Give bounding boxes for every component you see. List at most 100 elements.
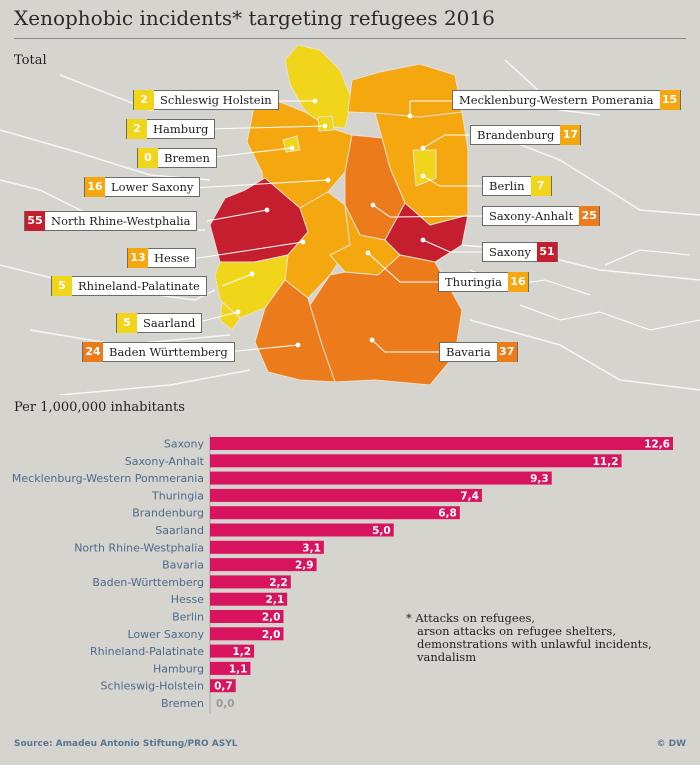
- region-mecklenburg: [347, 63, 463, 118]
- map-value: 7: [530, 175, 551, 196]
- map-state-name: Bavaria: [446, 345, 491, 359]
- map-value: 13: [128, 247, 148, 268]
- bar-category-label: Hamburg: [153, 662, 204, 675]
- region-baden-wuerttemberg: [254, 279, 336, 383]
- map-label-saarland: 5 Saarland: [116, 312, 203, 333]
- leader-dots: [235, 98, 426, 348]
- map-state-name: Bremen: [164, 151, 210, 165]
- region-hesse: [284, 191, 351, 299]
- bar-category-label: Lower Saxony: [127, 628, 204, 641]
- map-state-name: Saxony-Anhalt: [489, 209, 574, 223]
- map-label-hamburg: 2 Hamburg: [126, 118, 216, 139]
- map-state-name: Brandenburg: [477, 128, 555, 142]
- bar-category-label: North Rhine-Westphalia: [74, 541, 204, 554]
- map-value: 25: [579, 205, 600, 226]
- bar-value-label: 7,4: [460, 490, 479, 502]
- bar: [210, 679, 236, 693]
- map-value: 2: [127, 118, 147, 139]
- map-value: 17: [560, 124, 581, 145]
- bar: [210, 610, 284, 623]
- bar-category-label: Saarland: [155, 524, 204, 537]
- map-value: 37: [496, 341, 517, 362]
- bar-category-label: Bavaria: [162, 559, 204, 572]
- map-value: 16: [85, 176, 105, 197]
- map-label-saxony: Saxony 51: [482, 241, 559, 262]
- bar: [210, 575, 291, 589]
- bar-value-label: 1,1: [229, 663, 248, 675]
- map-state-name: Schleswig Holstein: [160, 93, 272, 107]
- map-label-hesse: 13 Hesse: [127, 247, 197, 268]
- map-state-name: Saxony: [489, 245, 532, 259]
- bar-category-label: Rhineland-Palatinate: [90, 645, 204, 658]
- map-value: 51: [537, 241, 558, 262]
- leader-lines: [191, 100, 483, 353]
- map-value: 5: [52, 275, 72, 296]
- bar-value-label: 5,0: [372, 525, 391, 537]
- bar-chart: Saxony 12,6 Saxony-Anhalt 11,2 Mecklenburg-W…: [12, 434, 673, 714]
- bar-value-label: 1,2: [232, 646, 251, 658]
- bar: [210, 454, 622, 468]
- bar-category-label: Baden-Württemberg: [92, 576, 204, 589]
- bar-value-label: 6,8: [438, 508, 457, 520]
- map-label-schleswig-holstein: 2 Schleswig Holstein: [133, 89, 279, 110]
- bar-category-label: Berlin: [172, 611, 204, 624]
- bar-value-label: 9,3: [530, 473, 549, 485]
- map-label-brandenburg: Brandenburg 17: [470, 124, 582, 145]
- title-divider: [14, 38, 686, 39]
- map-value: 0: [138, 147, 158, 168]
- bar-category-label: Brandenburg: [132, 507, 204, 520]
- map-label-bremen: 0 Bremen: [137, 147, 217, 168]
- bar: [210, 506, 460, 520]
- map-label-bavaria: Bavaria 37: [439, 341, 518, 362]
- bar-value-label: 2,1: [266, 594, 285, 606]
- map-label-north-rhine-westphalia: 55 North Rhine-Westphalia: [24, 210, 198, 231]
- map-state-name: Hesse: [154, 251, 190, 265]
- region-berlin: [412, 149, 437, 187]
- bar: [210, 523, 394, 537]
- bar-category-label: Thuringia: [151, 489, 204, 502]
- source-note: Source: Amadeu Antonio Stiftung/PRO ASYL: [14, 739, 238, 749]
- map-value: 24: [83, 341, 103, 362]
- map-value: 2: [134, 89, 154, 110]
- page-title: Xenophobic incidents* targeting refugees…: [14, 6, 495, 30]
- bar-value-label: 0,0: [216, 698, 235, 710]
- map-state-name: Mecklenburg-Western Pomerania: [459, 93, 654, 107]
- map-subtitle: Total: [14, 53, 47, 68]
- map-label-rhineland-palatinate: 5 Rhineland-Palatinate: [51, 275, 207, 296]
- bar: [210, 627, 284, 641]
- bar-value-label: 3,1: [302, 542, 321, 554]
- bar: [210, 661, 251, 675]
- map-state-name: Thuringia: [445, 275, 502, 289]
- bar-value-label: 0,7: [214, 681, 233, 693]
- map-value: 16: [507, 271, 528, 292]
- bar-category-label: Bremen: [161, 697, 204, 710]
- map-state-name: Baden Württemberg: [109, 345, 228, 359]
- map-state-name: Rhineland-Palatinate: [78, 279, 200, 293]
- region-bremen: [282, 135, 301, 153]
- footnote: * Attacks on refugees, arson attacks on …: [406, 611, 652, 664]
- map-label-berlin: Berlin 7: [482, 175, 552, 196]
- bar-category-label: Mecklenburg-Western Pommerania: [12, 472, 204, 485]
- bar-value-label: 2,0: [262, 629, 281, 641]
- bar: [210, 540, 324, 554]
- region-hamburg: [317, 115, 335, 132]
- map-label-saxony-anhalt: Saxony-Anhalt 25: [482, 205, 601, 226]
- map-value: 55: [25, 210, 45, 231]
- bar-value-label: 11,2: [593, 456, 619, 468]
- map-state-name: Hamburg: [153, 122, 209, 136]
- bar-category-label: Saxony-Anhalt: [125, 455, 205, 468]
- bar-chart-subtitle: Per 1,000,000 inhabitants: [14, 400, 185, 415]
- bar-category-label: Schleswig-Holstein: [101, 680, 204, 693]
- copyright-note: © DW: [656, 739, 686, 749]
- map-value: 15: [659, 89, 680, 110]
- map-value: 5: [117, 312, 137, 333]
- bar-category-label: Hesse: [171, 593, 205, 606]
- bar-value-label: 12,6: [644, 439, 670, 451]
- map-label-baden-wuerttemberg: 24 Baden Württemberg: [82, 341, 235, 362]
- map-label-mecklenburg-western-pomerania: Mecklenburg-Western Pomerania 15: [452, 89, 681, 110]
- bar: [210, 592, 288, 606]
- map-label-thuringia: Thuringia 16: [438, 271, 529, 292]
- bar-category-label: Saxony: [164, 438, 205, 451]
- bar-value-label: 2,9: [295, 560, 314, 572]
- map-state-name: Berlin: [489, 179, 525, 193]
